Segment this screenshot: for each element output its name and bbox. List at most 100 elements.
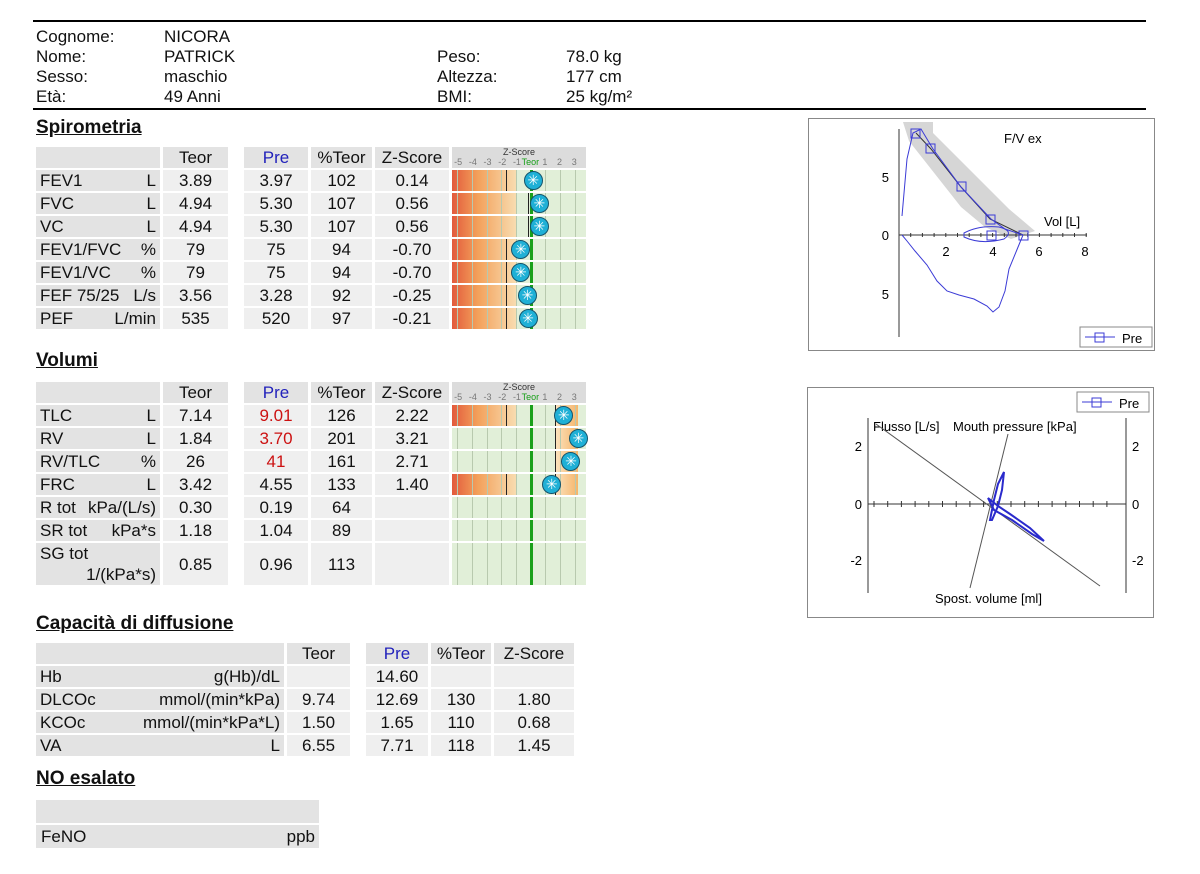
gap (231, 474, 241, 495)
zscore-uln-line (554, 451, 556, 472)
zscore-gridline (545, 239, 547, 260)
teor-value: 1.18 (163, 520, 228, 541)
bb-y-left-neg2: -2 (850, 553, 862, 568)
zscore-gridline (545, 308, 547, 329)
zscore-value: 2.71 (375, 451, 449, 472)
zscore-lln-line (528, 193, 530, 214)
fv-x-tick-8: 8 (1081, 244, 1088, 259)
zscore-teor-line (529, 497, 533, 518)
flow-volume-svg: 2 4 6 8 5 0 5 F/V ex Vol [L] Pre (882, 122, 1153, 348)
row-label: VA L (36, 735, 284, 756)
zscore-marker: ✳ (542, 475, 562, 494)
cognome-value: NICORA (164, 27, 231, 46)
zscore-gridline (486, 285, 488, 306)
spirometria-header-row: Teor Pre %Teor Z-Score Z-Score -5 -4 -3 -2 -1… (36, 147, 586, 168)
zscore-marker: ✳ (529, 217, 549, 236)
teor-value: 79 (163, 262, 228, 283)
header-pre: Pre (244, 382, 308, 403)
pteor-value: 201 (311, 428, 372, 449)
zscore-tick-label: 1 (542, 392, 548, 402)
row-name: DLCOc (40, 690, 96, 709)
zscore-lln-line (506, 308, 508, 329)
zscore-tick-label: 3 (571, 157, 577, 167)
zscore-value: 0.68 (494, 712, 574, 733)
zscore-value: -0.21 (375, 308, 449, 329)
zscore-gridline (574, 285, 576, 306)
zscore-tick-label: 2 (557, 157, 563, 167)
zscore-gridline (486, 216, 488, 237)
zscore-tick-label: 3 (571, 392, 577, 402)
row-unit: % (140, 263, 156, 282)
volumi-rows: TLC L 7.14 9.01 126 2.22 ✳ RV L 1.84 3.70 201 3.21 ✳ R… (36, 405, 588, 585)
pre-marker (910, 128, 921, 139)
fv-y-tick-0: 0 (882, 228, 889, 243)
zscore-gridline (457, 193, 459, 214)
gap (353, 735, 363, 756)
row-name: KCOc (40, 713, 86, 732)
row-unit: % (140, 452, 156, 471)
pre-value: 12.69 (366, 689, 428, 710)
zscore-uln-line (554, 428, 556, 449)
zscore-gridline (515, 474, 517, 495)
zscore-gridline (560, 193, 562, 214)
zscore-value (375, 543, 449, 585)
pteor-value: 110 (431, 712, 491, 733)
pteor-value: 130 (431, 689, 491, 710)
zscore-gridline (486, 474, 488, 495)
pre-marker (985, 214, 996, 225)
gap (231, 428, 241, 449)
fv-x-tick-2: 2 (942, 244, 949, 259)
zscore-cell: ✳ (452, 405, 586, 426)
table-row: R tot kPa/(L/s) 0.30 0.19 64 (36, 497, 586, 518)
zscore-gridline (560, 262, 562, 283)
gap (231, 216, 241, 237)
zscore-gridline (560, 543, 562, 585)
pre-value: 41 (244, 451, 308, 472)
pre-value: 0.19 (244, 497, 308, 518)
pre-value: 14.60 (366, 666, 428, 687)
bb-legend-marker (1091, 397, 1102, 408)
spirometria-table: Teor Pre %Teor Z-Score Z-Score -5 -4 -3 -2 -1… (33, 145, 589, 331)
sesso-value: maschio (164, 67, 228, 86)
table-row: FVC L 4.94 5.30 107 0.56 ✳ (36, 193, 586, 214)
body-box-svg: Pre Flusso [L/s] Mouth pressure [kPa] 2 … (850, 391, 1150, 606)
header-empty (36, 382, 160, 403)
row-name: RV/TLC (40, 452, 101, 471)
zscore-tick-label: -1 (512, 157, 521, 167)
row-unit: L (146, 475, 156, 494)
row-name: VC (40, 217, 64, 236)
header-teor: Teor (163, 147, 228, 168)
bb-y-right-neg2: -2 (1132, 553, 1144, 568)
table-row: FEV1 L 3.89 3.97 102 0.14 ✳ (36, 170, 586, 191)
row-name: RV (40, 429, 64, 448)
zscore-gridline (471, 193, 473, 214)
table-row: PEF L/min 535 520 97 -0.21 ✳ (36, 308, 586, 329)
row-label: FVC L (36, 193, 160, 214)
spirometria-rows: FEV1 L 3.89 3.97 102 0.14 ✳ FVC L 4.94 5.30 107 0.56… (36, 170, 586, 329)
feno-unit: ppb (286, 827, 315, 846)
zscore-gridline (457, 474, 459, 495)
zscore-gridline (457, 239, 459, 260)
bb-regression-line-1 (875, 423, 1101, 587)
zscore-gridline (457, 543, 459, 585)
pre-value: 9.01 (244, 405, 308, 426)
zscore-marker: ✳ (517, 286, 537, 305)
pteor-value: 133 (311, 474, 372, 495)
gap (231, 147, 241, 168)
zscore-value (375, 520, 449, 541)
diffusione-header-row: Teor Pre %Teor Z-Score (36, 643, 574, 664)
gap (353, 666, 363, 687)
zscore-gridline (515, 497, 517, 518)
bb-legend-label: Pre (1119, 396, 1139, 411)
zscore-gridline (471, 308, 473, 329)
gap (231, 308, 241, 329)
no-esalato-title: NO esalato (36, 768, 136, 789)
nome-value: PATRICK (164, 47, 236, 66)
zscore-lln-band (452, 216, 516, 237)
row-label: PEF L/min (36, 308, 160, 329)
teor-value: 9.74 (287, 689, 350, 710)
pteor-value: 102 (311, 170, 372, 191)
zscore-gridline (471, 543, 473, 585)
row-unit: L (146, 194, 156, 213)
zscore-marker: ✳ (561, 452, 581, 471)
